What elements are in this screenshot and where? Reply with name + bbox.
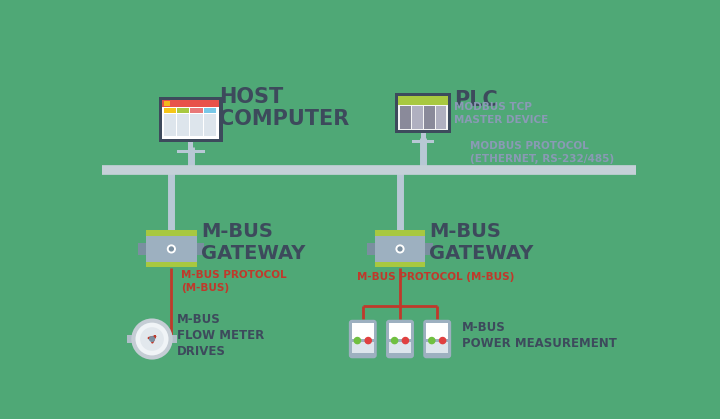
Bar	[177, 114, 189, 136]
Bar	[375, 230, 426, 267]
Bar	[146, 230, 197, 236]
Circle shape	[398, 247, 402, 251]
Bar	[413, 140, 434, 143]
Bar	[204, 114, 216, 136]
Text: MODBUS PROTOCOL
(ETHERNET, RS-232/485): MODBUS PROTOCOL (ETHERNET, RS-232/485)	[469, 141, 614, 164]
Bar	[162, 100, 220, 139]
Bar	[127, 335, 135, 343]
Bar	[426, 342, 448, 353]
Bar	[389, 323, 411, 339]
FancyBboxPatch shape	[349, 320, 377, 358]
Bar	[400, 106, 411, 129]
Bar	[146, 262, 197, 267]
Bar	[421, 133, 426, 140]
Bar	[426, 243, 433, 255]
Circle shape	[354, 337, 361, 344]
Text: MODBUS TCP
MASTER DEVICE: MODBUS TCP MASTER DEVICE	[454, 102, 549, 125]
Bar	[395, 93, 451, 133]
Bar	[162, 100, 220, 107]
Bar	[190, 108, 203, 114]
Bar	[204, 108, 216, 114]
Bar	[169, 335, 177, 343]
Bar	[398, 96, 448, 105]
Text: HOST
COMPUTER: HOST COMPUTER	[220, 87, 350, 129]
Bar	[163, 101, 170, 106]
Bar	[398, 96, 448, 130]
Circle shape	[428, 337, 435, 344]
Bar	[163, 108, 176, 114]
Bar	[138, 243, 146, 255]
Bar	[189, 142, 193, 150]
Bar	[412, 106, 423, 129]
Circle shape	[396, 245, 404, 253]
Bar	[375, 230, 426, 236]
Bar	[423, 106, 435, 129]
Bar	[197, 243, 204, 255]
Circle shape	[402, 337, 408, 344]
Bar	[146, 230, 197, 267]
Text: M-BUS
FLOW METER
DRIVES: M-BUS FLOW METER DRIVES	[177, 313, 264, 358]
Circle shape	[168, 245, 175, 253]
Text: PLC: PLC	[454, 91, 498, 110]
Text: M-BUS
GATEWAY: M-BUS GATEWAY	[429, 222, 534, 263]
Bar	[375, 262, 426, 267]
Circle shape	[141, 328, 163, 350]
Circle shape	[365, 337, 372, 344]
Bar	[426, 323, 448, 339]
Bar	[436, 106, 446, 129]
Text: M-BUS
GATEWAY: M-BUS GATEWAY	[201, 222, 305, 263]
Text: M-BUS PROTOCOL
(M-BUS): M-BUS PROTOCOL (M-BUS)	[181, 270, 287, 293]
Text: M-BUS
POWER MEASUREMENT: M-BUS POWER MEASUREMENT	[462, 321, 617, 350]
Bar	[389, 342, 411, 353]
FancyBboxPatch shape	[423, 320, 451, 358]
Circle shape	[439, 337, 446, 344]
Text: M-BUS PROTOCOL (M-BUS): M-BUS PROTOCOL (M-BUS)	[357, 272, 515, 282]
Bar	[352, 323, 374, 339]
Bar	[159, 97, 222, 142]
Circle shape	[133, 321, 171, 357]
Bar	[367, 243, 375, 255]
Circle shape	[169, 247, 174, 251]
Bar	[177, 150, 204, 153]
FancyBboxPatch shape	[386, 320, 414, 358]
Bar	[163, 114, 176, 136]
Bar	[177, 108, 189, 114]
Bar	[352, 342, 374, 353]
Circle shape	[392, 337, 397, 344]
Circle shape	[150, 337, 154, 341]
Bar	[190, 114, 203, 136]
